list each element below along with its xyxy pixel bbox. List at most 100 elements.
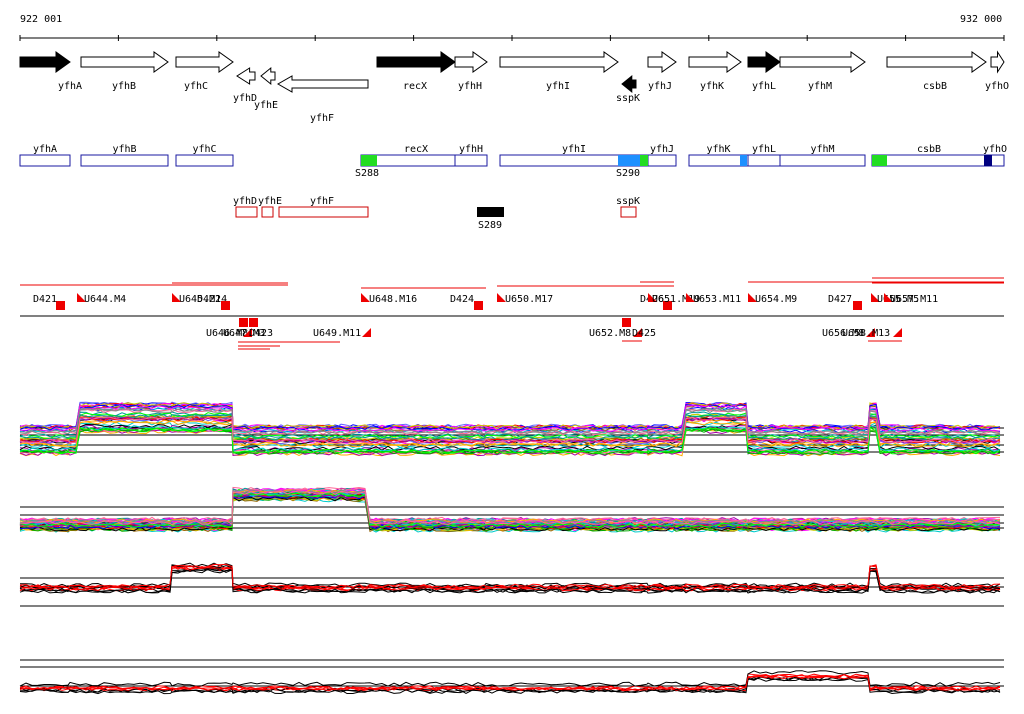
- segment-block[interactable]: [221, 301, 230, 310]
- segment-label: U654.M9: [755, 294, 797, 305]
- gene-arrow-yfhB[interactable]: [80, 51, 169, 73]
- segment-block[interactable]: [56, 301, 65, 310]
- gene-arrow-yfhE[interactable]: [260, 66, 276, 86]
- profile-line: [19, 429, 1001, 457]
- gene-arrow-recX[interactable]: [376, 51, 456, 73]
- profile-line: [19, 402, 1001, 430]
- gene-arrow-sspK[interactable]: [621, 74, 637, 94]
- gene-track: yfhA yfhB yfhC recX yfhH yfhI yfhJ yfhK yfhL yfhM…: [19, 50, 1009, 124]
- segment-block[interactable]: [239, 318, 248, 327]
- transcript-box[interactable]: [871, 154, 987, 167]
- profile-line: [19, 568, 1001, 594]
- gene-arrow-yfhF[interactable]: [276, 75, 369, 93]
- gene-arrow-yfhL[interactable]: [747, 51, 781, 73]
- transcript-box[interactable]: [688, 154, 749, 167]
- profile-line: [19, 426, 1001, 454]
- transcript-box[interactable]: [80, 154, 169, 167]
- expression-profiles: [19, 401, 1004, 695]
- segment-flag[interactable]: [362, 328, 371, 337]
- profile-line: [19, 403, 1001, 431]
- segment-block[interactable]: [249, 318, 258, 327]
- gene-label: yfhO: [985, 81, 1009, 92]
- gene-label: yfhA: [58, 81, 82, 92]
- gene-label: yfhK: [700, 81, 724, 92]
- segment-flag[interactable]: [893, 328, 902, 337]
- segment-label: U646.M8: [206, 328, 248, 339]
- segment-flag[interactable]: [748, 293, 757, 302]
- gene-label: yfhI: [546, 81, 570, 92]
- segment-label: U648.M16: [369, 294, 417, 305]
- gene-arrow-yfhD[interactable]: [236, 67, 256, 85]
- gene-label: yfhE: [254, 100, 278, 111]
- sigma-label: S290: [616, 168, 640, 179]
- segment-flag[interactable]: [686, 293, 695, 302]
- segment-flag[interactable]: [497, 293, 506, 302]
- profile-line: [19, 413, 1001, 441]
- gene-arrow-yfhI[interactable]: [499, 51, 619, 73]
- transcript-box[interactable]: [747, 154, 781, 167]
- segment-label: U649.M11: [313, 328, 361, 339]
- gene-arrow-csbB[interactable]: [886, 51, 987, 73]
- profile-line: [19, 488, 1001, 524]
- segment-label: D427: [828, 294, 852, 305]
- transcript-box[interactable]: [779, 154, 866, 167]
- transcript-label: yfhI: [562, 144, 586, 155]
- segment-label: U657.M11: [890, 294, 938, 305]
- gene-arrow-yfhC[interactable]: [175, 51, 234, 73]
- segment-flag[interactable]: [77, 293, 86, 302]
- profile-line: [19, 487, 1000, 523]
- transcript-box[interactable]: [175, 154, 234, 167]
- segment-label: U652.M8: [589, 328, 631, 339]
- segment-block[interactable]: [622, 318, 631, 327]
- sigma-block: [618, 155, 640, 166]
- gene-label: sspK: [616, 93, 640, 104]
- segment-block[interactable]: [853, 301, 862, 310]
- segment-flag[interactable]: [871, 293, 880, 302]
- profile-panel: [19, 659, 1004, 695]
- segment-label: D423: [249, 328, 273, 339]
- rev-transcript-label: yfhE: [258, 196, 282, 207]
- gene-arrow-yfhA[interactable]: [19, 51, 71, 73]
- gene-arrow-yfhJ[interactable]: [647, 51, 677, 73]
- profile-line: [19, 563, 1001, 589]
- segment-label: U650.M17: [505, 294, 553, 305]
- profile-line: [19, 486, 1001, 522]
- transcript-box[interactable]: [454, 154, 488, 167]
- segment-flag[interactable]: [633, 328, 642, 337]
- sigma-block: [740, 155, 747, 166]
- transcript-label: csbB: [917, 144, 941, 155]
- profile-panel: [19, 562, 1004, 607]
- segment-flag[interactable]: [172, 293, 181, 302]
- segment-flag[interactable]: [866, 328, 875, 337]
- gene-label: yfhJ: [648, 81, 672, 92]
- segment-block[interactable]: [663, 301, 672, 310]
- rev-transcript-box[interactable]: [620, 206, 637, 218]
- segment-flag[interactable]: [361, 293, 370, 302]
- rev-transcript-box[interactable]: [261, 206, 274, 218]
- sigma-block: [984, 155, 992, 166]
- gene-arrow-yfhO[interactable]: [990, 50, 1005, 74]
- gene-arrow-yfhK[interactable]: [688, 51, 742, 73]
- segment-label: U653.M11: [693, 294, 741, 305]
- gene-arrow-yfhH[interactable]: [454, 51, 488, 73]
- profile-line: [20, 404, 1001, 432]
- segment-flag[interactable]: [243, 328, 252, 337]
- segment-label: U655.M5: [877, 294, 919, 305]
- profile-line: [19, 670, 1001, 687]
- gene-label: yfhM: [808, 81, 832, 92]
- segment-flag[interactable]: [884, 293, 893, 302]
- transcript-box[interactable]: [19, 154, 71, 167]
- segment-block[interactable]: [474, 301, 483, 310]
- coordinate-axis: 922 001 932 000: [19, 14, 1005, 41]
- gene-label: yfhH: [458, 81, 482, 92]
- segment-label: U656.M8: [822, 328, 864, 339]
- gene-label: yfhF: [310, 113, 334, 124]
- rev-transcript-box[interactable]: [278, 206, 369, 218]
- rev-transcript-box[interactable]: [235, 206, 258, 218]
- transcript-box[interactable]: [647, 154, 677, 167]
- gene-arrow-yfhM[interactable]: [779, 51, 866, 73]
- profile-line: [19, 492, 1001, 528]
- gene-label: csbB: [923, 81, 947, 92]
- segment-flag[interactable]: [648, 293, 657, 302]
